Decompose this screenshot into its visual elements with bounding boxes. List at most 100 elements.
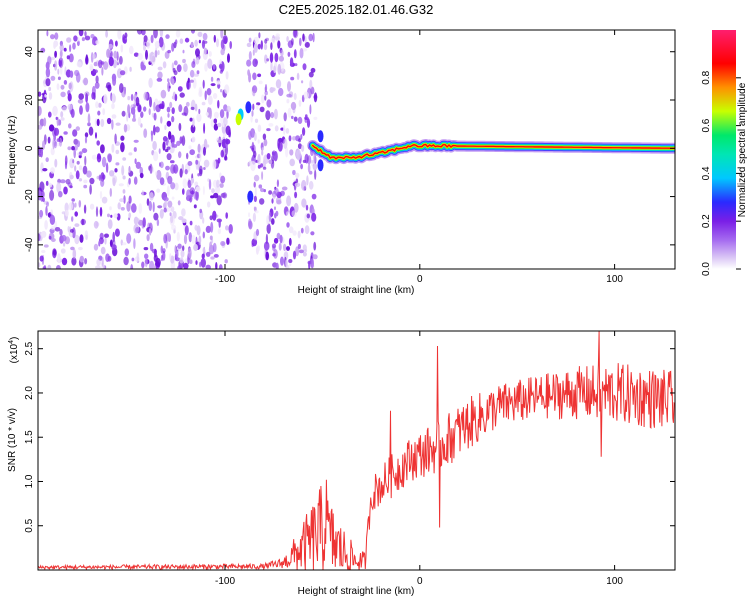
noise-blob — [302, 33, 305, 42]
noise-blob — [220, 48, 225, 56]
noise-blob — [142, 217, 146, 228]
noise-blob — [38, 142, 41, 147]
noise-blob — [67, 93, 72, 102]
noise-blob — [177, 200, 181, 206]
noise-blob — [157, 50, 160, 56]
noise-blob — [248, 72, 252, 83]
noise-blob — [90, 34, 95, 39]
colorbar-tick-label: 0.8 — [701, 70, 712, 84]
noise-blob — [166, 153, 172, 161]
noise-blob — [149, 163, 153, 174]
noise-blob — [304, 116, 309, 120]
noise-blob — [202, 247, 205, 253]
noise-blob — [192, 77, 197, 89]
noise-blob — [253, 174, 260, 182]
noise-blob — [143, 91, 148, 101]
noise-blob — [100, 178, 105, 187]
noise-blob — [248, 218, 252, 228]
noise-blob — [61, 234, 67, 242]
noise-blob — [164, 124, 167, 130]
noise-blob — [253, 195, 257, 203]
noise-blob — [131, 203, 137, 213]
noise-blob — [103, 61, 109, 70]
noise-blob — [292, 250, 297, 260]
noise-blob — [286, 99, 290, 104]
noise-blob — [78, 93, 84, 100]
noise-blob — [87, 113, 91, 124]
artifact-blob — [245, 101, 252, 114]
noise-blob — [120, 44, 124, 53]
noise-blob — [96, 154, 102, 163]
noise-blob — [149, 242, 154, 252]
artifact-blob — [247, 190, 254, 203]
noise-blob — [47, 264, 52, 269]
noise-blob — [179, 92, 185, 98]
noise-blob — [56, 138, 61, 143]
colorbar-tick-label: 0.0 — [701, 262, 712, 276]
noise-blob — [153, 30, 158, 39]
noise-blob — [115, 40, 118, 47]
noise-blob — [217, 139, 223, 143]
noise-blob — [130, 93, 134, 102]
spectrogram-frame — [37, 29, 676, 270]
noise-blob — [60, 117, 65, 121]
noise-blob — [141, 261, 145, 269]
noise-blob — [201, 39, 206, 49]
noise-blob — [154, 171, 158, 176]
noise-blob — [262, 159, 266, 169]
noise-blob — [111, 143, 115, 153]
noise-blob — [210, 195, 215, 199]
noise-blob — [107, 154, 112, 163]
spectrogram-ticks: -100 0 100 -40 -20 0 20 40 — [24, 30, 675, 285]
noise-blob — [196, 225, 201, 236]
noise-blob — [60, 84, 65, 90]
noise-blob — [71, 227, 76, 239]
noise-blob — [52, 249, 57, 256]
noise-blob — [217, 83, 221, 89]
noise-blob — [92, 53, 96, 60]
noise-blob — [100, 61, 105, 65]
colorbar-tick-label: 0.6 — [701, 118, 712, 132]
noise-blob — [159, 208, 164, 219]
noise-blob — [217, 157, 221, 164]
snr-series-line — [38, 331, 675, 570]
noise-blob — [224, 84, 230, 94]
noise-blob — [189, 149, 195, 156]
noise-blob — [178, 216, 184, 221]
snr-ticks: -100 0 100 0.5 1.0 1.5 2.0 2.5 — [24, 331, 675, 587]
noise-blob — [102, 174, 106, 180]
noise-blob — [210, 221, 214, 233]
noise-blob — [167, 113, 170, 118]
noise-blob — [193, 243, 199, 252]
noise-blob — [191, 234, 196, 244]
noise-blob — [213, 118, 218, 124]
noise-blob — [306, 213, 310, 219]
noise-blob — [248, 37, 252, 43]
noise-blob — [59, 229, 63, 236]
noise-blob — [38, 124, 43, 130]
noise-blob — [202, 185, 205, 196]
noise-blob — [198, 86, 203, 94]
noise-blob — [116, 68, 123, 79]
noise-blob — [191, 30, 195, 34]
noise-blob — [67, 103, 73, 111]
noise-blob — [77, 140, 80, 148]
noise-blob — [183, 63, 188, 73]
noise-blob — [40, 162, 44, 173]
noise-blob — [301, 144, 305, 152]
noise-blob — [300, 227, 304, 234]
noise-blob — [251, 141, 255, 153]
noise-blob — [69, 70, 74, 78]
noise-blob — [195, 57, 200, 65]
noise-blob — [39, 209, 44, 218]
noise-blob — [310, 258, 315, 269]
noise-blob — [135, 96, 140, 107]
noise-blob — [297, 143, 302, 150]
noise-blob — [195, 186, 201, 193]
noise-blob — [122, 175, 126, 180]
noise-blob — [271, 198, 274, 204]
noise-blob — [52, 105, 58, 116]
noise-blob — [266, 58, 270, 62]
noise-blob — [220, 149, 225, 158]
noise-blob — [143, 35, 148, 43]
